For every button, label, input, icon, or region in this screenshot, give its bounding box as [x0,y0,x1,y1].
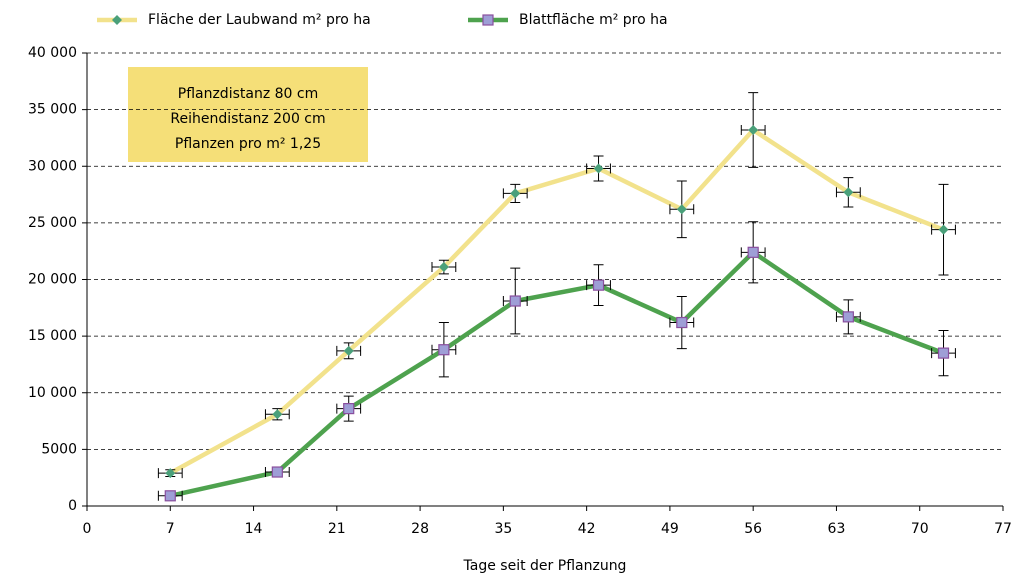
x-tick-label: 21 [328,521,346,537]
x-tick-label: 14 [245,521,263,537]
y-tick-label: 30 000 [28,158,77,174]
marker [165,468,176,479]
marker [937,347,950,359]
marker [271,466,283,478]
marker [438,262,449,273]
marker [272,409,283,420]
marker [938,224,949,235]
annotation: Pflanzdistanz 80 cm [178,86,318,102]
marker [593,163,604,174]
marker [592,279,605,291]
x-tick-label: 49 [661,521,679,537]
marker [747,246,759,258]
y-tick-label: 35 000 [28,102,77,118]
marker [164,490,176,502]
series-line [169,250,945,499]
x-tick-label: 63 [828,521,846,537]
annotation: Pflanzen pro m² 1,25 [175,136,321,152]
legend-label: Fläche der Laubwand m² pro ha [148,12,371,28]
marker [510,188,521,199]
x-tick-label: 35 [494,521,512,537]
x-tick-label: 42 [578,521,596,537]
x-tick-label: 7 [166,521,175,537]
marker [748,125,759,136]
y-tick-label: 5000 [41,441,77,457]
legend-marker [112,15,122,25]
marker [842,311,854,323]
y-tick-label: 10 000 [28,385,77,401]
legend-marker [482,14,494,26]
y-tick-label: 20 000 [28,272,77,288]
series-line [169,127,945,476]
marker [676,204,687,215]
x-tick-label: 56 [744,521,762,537]
legend-label: Blattfläche m² pro ha [519,12,668,28]
marker [843,187,854,198]
annotation: Reihendistanz 200 cm [170,111,325,127]
x-tick-label: 77 [994,521,1012,537]
marker [509,295,521,307]
marker [676,316,688,329]
y-tick-label: 15 000 [28,328,77,344]
marker [343,345,354,356]
x-tick-label: 0 [83,521,92,537]
y-tick-label: 0 [68,498,77,514]
marker [343,403,355,415]
x-axis-label: Tage seit der Pflanzung [463,558,627,574]
x-tick-label: 70 [911,521,929,537]
y-tick-label: 25 000 [28,215,77,231]
y-tick-label: 40 000 [28,45,77,61]
marker [438,344,450,356]
x-tick-label: 28 [411,521,429,537]
annotation-box [128,67,368,162]
